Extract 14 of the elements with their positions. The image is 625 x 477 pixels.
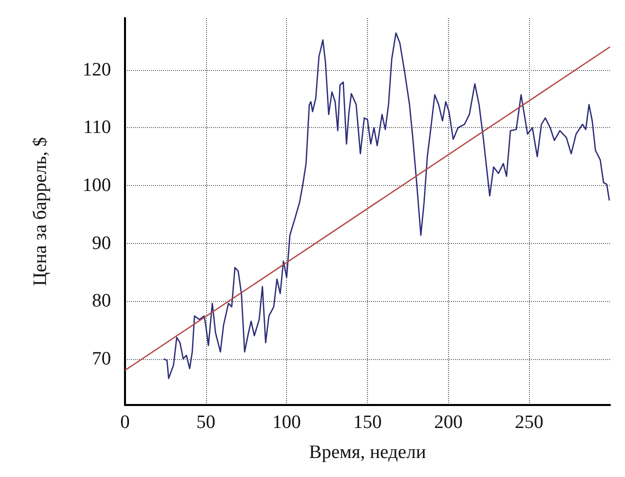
x-tick-label: 100	[272, 412, 301, 433]
x-axis-title: Время, недели	[309, 442, 426, 463]
y-tick-label: 100	[82, 175, 111, 196]
x-tick-label: 150	[353, 412, 382, 433]
x-tick-label: 50	[196, 412, 216, 433]
y-tick-label: 110	[83, 117, 111, 138]
x-tick-label: 250	[514, 412, 544, 433]
y-tick-label: 80	[92, 290, 111, 312]
y-axis-title: Цена за баррель, $	[30, 137, 51, 286]
y-tick-label: 70	[92, 348, 111, 370]
y-tick-label: 90	[92, 232, 111, 254]
x-tick-label: 200	[434, 412, 463, 433]
y-tick-label: 120	[82, 59, 111, 80]
x-tick-label: 0	[120, 412, 130, 433]
